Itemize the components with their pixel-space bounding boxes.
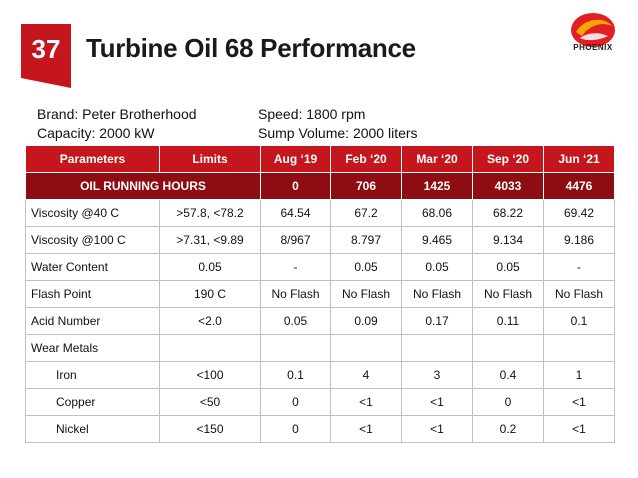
table-cell: 0.1 [260,361,331,389]
header-cell: Jun ‘21 [543,145,615,173]
table-cell: 0.09 [330,307,402,335]
parameter-cell: Viscosity @40 C [25,199,160,227]
limit-cell [159,334,261,362]
table-row: Nickel <150 0 <1 <1 0.2 <1 [25,415,615,443]
table-cell [330,334,402,362]
parameter-cell: Flash Point [25,280,160,308]
parameter-cell: Nickel [25,415,160,443]
table-cell: No Flash [472,280,544,308]
table-cell: - [543,253,615,281]
table-cell: No Flash [260,280,331,308]
phoenix-logo-icon [571,13,615,47]
table-cell: <1 [543,388,615,416]
header-cell: Aug ‘19 [260,145,331,173]
table-cell: <1 [330,415,402,443]
table-row: Flash Point 190 C No Flash No Flash No F… [25,280,615,308]
header-cell: Mar ‘20 [401,145,473,173]
parameter-cell: Water Content [25,253,160,281]
table-cell: No Flash [543,280,615,308]
table-cell: 68.06 [401,199,473,227]
table-cell: 1 [543,361,615,389]
table-row: Viscosity @100 C >7.31, <9.89 8/967 8.79… [25,226,615,254]
table-cell: 0.05 [401,253,473,281]
table-cell: 64.54 [260,199,331,227]
table-cell: No Flash [401,280,473,308]
table-cell: <1 [543,415,615,443]
table-cell: 8.797 [330,226,402,254]
table-cell: 3 [401,361,473,389]
table-cell: 4476 [543,172,615,200]
table-cell: 0 [260,388,331,416]
header-cell: Sep ‘20 [472,145,544,173]
table-row: Iron <100 0.1 4 3 0.4 1 [25,361,615,389]
limit-cell: <150 [159,415,261,443]
table-cell [472,334,544,362]
parameter-cell: Iron [25,361,160,389]
table-cell: 0.05 [330,253,402,281]
hours-label: OIL RUNNING HOURS [25,172,261,200]
table-cell: 0.17 [401,307,473,335]
table-row: Copper <50 0 <1 <1 0 <1 [25,388,615,416]
table-cell: 0.4 [472,361,544,389]
table-cell: 0 [260,172,331,200]
oil-performance-table: Parameters Limits Aug ‘19 Feb ‘20 Mar ‘2… [25,145,615,443]
limit-cell: 0.05 [159,253,261,281]
table-row: Viscosity @40 C >57.8, <78.2 64.54 67.2 … [25,199,615,227]
table-cell: 69.42 [543,199,615,227]
speed-text: Speed: 1800 rpm [258,106,366,122]
logo-text: PHOENIX [573,43,613,52]
table-cell: 1425 [401,172,473,200]
slide-number: 37 [21,24,71,88]
table-cell: 0 [472,388,544,416]
oil-running-hours-row: OIL RUNNING HOURS 0 706 1425 4033 4476 [25,172,615,200]
table-cell: 9.186 [543,226,615,254]
limit-cell: >7.31, <9.89 [159,226,261,254]
parameter-cell: Acid Number [25,307,160,335]
table-cell: 0.11 [472,307,544,335]
parameter-cell: Viscosity @100 C [25,226,160,254]
table-cell: 9.134 [472,226,544,254]
limit-cell: <100 [159,361,261,389]
table-header-row: Parameters Limits Aug ‘19 Feb ‘20 Mar ‘2… [25,145,615,173]
table-cell: <1 [401,388,473,416]
sump-volume-text: Sump Volume: 2000 liters [258,125,418,141]
table-cell: 0.2 [472,415,544,443]
table-cell: 0.05 [472,253,544,281]
table-cell: 4 [330,361,402,389]
parameter-cell: Wear Metals [25,334,160,362]
table-cell: 4033 [472,172,544,200]
table-cell: No Flash [330,280,402,308]
parameter-cell: Copper [25,388,160,416]
header-cell: Limits [159,145,261,173]
limit-cell: 190 C [159,280,261,308]
table-cell: - [260,253,331,281]
brand-text: Brand: Peter Brotherhood [37,106,197,122]
page-title: Turbine Oil 68 Performance [86,33,416,63]
table-cell: 67.2 [330,199,402,227]
limit-cell: <50 [159,388,261,416]
table-cell: 9.465 [401,226,473,254]
table-row: Water Content 0.05 - 0.05 0.05 0.05 - [25,253,615,281]
table-cell [543,334,615,362]
table-row: Wear Metals [25,334,615,362]
table-cell: 0.05 [260,307,331,335]
table-cell [260,334,331,362]
table-cell: 68.22 [472,199,544,227]
table-cell: 0.1 [543,307,615,335]
table-cell [401,334,473,362]
table-row: Acid Number <2.0 0.05 0.09 0.17 0.11 0.1 [25,307,615,335]
header-cell: Parameters [25,145,160,173]
table-cell: 706 [330,172,402,200]
limit-cell: >57.8, <78.2 [159,199,261,227]
table-cell: 8/967 [260,226,331,254]
header-cell: Feb ‘20 [330,145,402,173]
table-cell: <1 [330,388,402,416]
capacity-text: Capacity: 2000 kW [37,125,155,141]
limit-cell: <2.0 [159,307,261,335]
table-cell: 0 [260,415,331,443]
table-cell: <1 [401,415,473,443]
